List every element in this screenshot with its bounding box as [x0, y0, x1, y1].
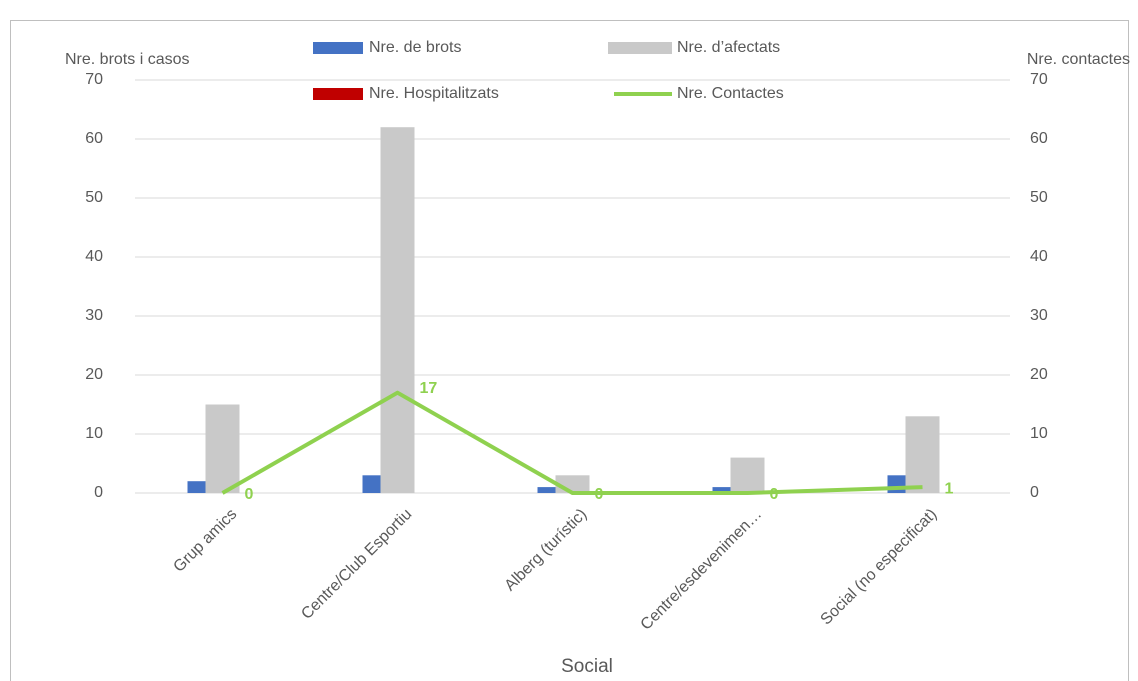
bar — [362, 475, 381, 493]
legend-swatch — [608, 42, 672, 54]
y-tick-label: 70 — [85, 71, 103, 88]
y2-tick-label: 70 — [1030, 71, 1048, 88]
y2-tick-label: 0 — [1030, 484, 1039, 501]
bar — [712, 487, 731, 493]
y-tick-label: 40 — [85, 248, 103, 265]
y2-tick-label: 10 — [1030, 425, 1048, 442]
y-tick-label: 0 — [94, 484, 103, 501]
legend-label: Nre. Hospitalitzats — [369, 85, 499, 102]
y-tick-label: 10 — [85, 425, 103, 442]
bar — [887, 475, 906, 493]
x-tick-label: Social (no especificat) — [818, 506, 941, 629]
chart-frame — [10, 20, 1129, 681]
y2-axis-title: Nre. contactes — [1027, 51, 1130, 68]
y-tick-label: 20 — [85, 366, 103, 383]
data-label: 0 — [770, 486, 779, 503]
legend-label: Nre. Contactes — [677, 85, 784, 102]
x-tick-label: Alberg (turístic) — [502, 506, 591, 595]
bar — [905, 416, 940, 493]
legend-swatch — [313, 42, 363, 54]
line — [221, 390, 923, 495]
bar — [187, 481, 206, 493]
data-label: 0 — [245, 486, 254, 503]
data-label: 1 — [945, 480, 954, 497]
bar — [730, 457, 765, 493]
legend-label: Nre. d’afectats — [677, 39, 780, 56]
y-axis-title: Nre. brots i casos — [65, 51, 189, 68]
bar — [205, 404, 240, 493]
y2-tick-label: 50 — [1030, 189, 1048, 206]
y2-tick-label: 30 — [1030, 307, 1048, 324]
data-label: 17 — [420, 380, 438, 397]
x-tick-label: Centre/Club Esportiu — [298, 506, 415, 623]
bar — [380, 127, 415, 493]
data-label: 0 — [595, 486, 604, 503]
legend-swatch — [313, 88, 363, 100]
x-axis-title: Social — [561, 656, 613, 677]
y2-tick-label: 20 — [1030, 366, 1048, 383]
y2-tick-label: 60 — [1030, 130, 1048, 147]
y-tick-label: 30 — [85, 307, 103, 324]
y2-tick-label: 40 — [1030, 248, 1048, 265]
x-tick-label: Grup amics — [170, 506, 240, 576]
y-tick-label: 60 — [85, 130, 103, 147]
y-tick-label: 50 — [85, 189, 103, 206]
bar — [537, 487, 556, 493]
x-tick-label: Centre/esdevenimen… — [638, 506, 766, 634]
legend-label: Nre. de brots — [369, 39, 461, 56]
